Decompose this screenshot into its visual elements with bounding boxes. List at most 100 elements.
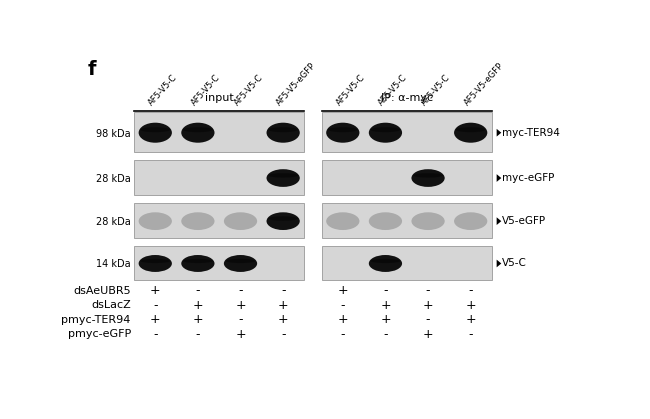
Ellipse shape bbox=[138, 212, 172, 230]
Text: -: - bbox=[196, 284, 200, 297]
Text: -: - bbox=[239, 313, 242, 326]
Text: pmyc-eGFP: pmyc-eGFP bbox=[68, 329, 131, 339]
Text: -: - bbox=[469, 284, 473, 297]
Text: -: - bbox=[196, 328, 200, 341]
Text: AF5-V5-C: AF5-V5-C bbox=[420, 73, 452, 107]
Ellipse shape bbox=[224, 212, 257, 230]
Text: -: - bbox=[239, 284, 242, 297]
Text: +: + bbox=[192, 299, 203, 312]
Ellipse shape bbox=[140, 127, 170, 132]
Text: myc-eGFP: myc-eGFP bbox=[502, 173, 554, 183]
Text: +: + bbox=[422, 299, 434, 312]
Text: AF5-V5-C: AF5-V5-C bbox=[335, 73, 367, 107]
Text: -: - bbox=[281, 328, 285, 341]
Ellipse shape bbox=[266, 212, 300, 230]
Ellipse shape bbox=[138, 123, 172, 143]
Ellipse shape bbox=[181, 255, 214, 272]
Text: +: + bbox=[150, 313, 161, 326]
Polygon shape bbox=[497, 217, 501, 225]
Text: -: - bbox=[341, 299, 345, 312]
Ellipse shape bbox=[369, 212, 402, 230]
Text: -: - bbox=[281, 284, 285, 297]
Ellipse shape bbox=[328, 127, 358, 132]
Text: V5-C: V5-C bbox=[502, 259, 527, 269]
Ellipse shape bbox=[138, 255, 172, 272]
Ellipse shape bbox=[413, 173, 443, 178]
Ellipse shape bbox=[454, 212, 488, 230]
Text: AF5-V5-eGFP: AF5-V5-eGFP bbox=[275, 61, 318, 107]
Polygon shape bbox=[497, 174, 501, 182]
Text: dsLacZ: dsLacZ bbox=[91, 300, 131, 310]
Text: +: + bbox=[150, 284, 161, 297]
Ellipse shape bbox=[370, 127, 400, 132]
Text: AF5-V5-eGFP: AF5-V5-eGFP bbox=[462, 61, 505, 107]
Ellipse shape bbox=[268, 216, 298, 221]
Text: -: - bbox=[341, 328, 345, 341]
Bar bbox=[322, 160, 492, 195]
Text: +: + bbox=[380, 313, 391, 326]
Text: dsAeUBR5: dsAeUBR5 bbox=[73, 285, 131, 295]
Text: myc-TER94: myc-TER94 bbox=[502, 128, 560, 138]
Text: AF5-V5-C: AF5-V5-C bbox=[147, 73, 179, 107]
Text: V5-eGFP: V5-eGFP bbox=[502, 216, 546, 226]
Text: +: + bbox=[422, 328, 434, 341]
Ellipse shape bbox=[181, 123, 214, 143]
Ellipse shape bbox=[411, 212, 445, 230]
Text: AF5-V5-C: AF5-V5-C bbox=[377, 73, 410, 107]
Bar bbox=[322, 203, 492, 238]
Text: 28 kDa: 28 kDa bbox=[96, 174, 131, 184]
Ellipse shape bbox=[369, 255, 402, 272]
Text: AF5-V5-C: AF5-V5-C bbox=[232, 73, 265, 107]
Ellipse shape bbox=[224, 255, 257, 272]
Text: input: input bbox=[205, 93, 233, 103]
Ellipse shape bbox=[266, 123, 300, 143]
Ellipse shape bbox=[268, 127, 298, 132]
Ellipse shape bbox=[181, 212, 214, 230]
Text: +: + bbox=[278, 299, 289, 312]
Bar bbox=[134, 246, 304, 280]
Ellipse shape bbox=[326, 212, 359, 230]
Text: -: - bbox=[153, 299, 157, 312]
Ellipse shape bbox=[369, 123, 402, 143]
Ellipse shape bbox=[454, 123, 488, 143]
Ellipse shape bbox=[226, 259, 255, 263]
Text: +: + bbox=[235, 299, 246, 312]
Text: -: - bbox=[426, 284, 430, 297]
Text: pmyc-TER94: pmyc-TER94 bbox=[62, 315, 131, 325]
Ellipse shape bbox=[268, 173, 298, 178]
Text: 14 kDa: 14 kDa bbox=[96, 259, 131, 269]
Text: +: + bbox=[235, 328, 246, 341]
Bar bbox=[134, 160, 304, 195]
Text: AF5-V5-C: AF5-V5-C bbox=[190, 73, 222, 107]
Text: +: + bbox=[337, 284, 348, 297]
Ellipse shape bbox=[183, 127, 213, 132]
Ellipse shape bbox=[266, 169, 300, 187]
Text: -: - bbox=[469, 328, 473, 341]
Polygon shape bbox=[497, 129, 501, 137]
Text: +: + bbox=[465, 313, 476, 326]
Polygon shape bbox=[497, 260, 501, 267]
Ellipse shape bbox=[140, 259, 170, 263]
Text: -: - bbox=[426, 313, 430, 326]
Bar bbox=[134, 203, 304, 238]
Text: +: + bbox=[278, 313, 289, 326]
Text: f: f bbox=[88, 59, 96, 78]
Bar bbox=[134, 112, 304, 152]
Ellipse shape bbox=[370, 259, 400, 263]
Ellipse shape bbox=[183, 259, 213, 263]
Text: +: + bbox=[337, 313, 348, 326]
Ellipse shape bbox=[326, 123, 359, 143]
Text: IP: α-myc: IP: α-myc bbox=[381, 93, 433, 103]
Text: -: - bbox=[153, 328, 157, 341]
Ellipse shape bbox=[456, 127, 486, 132]
Text: 98 kDa: 98 kDa bbox=[96, 129, 131, 139]
Text: +: + bbox=[380, 299, 391, 312]
Text: -: - bbox=[384, 328, 387, 341]
Text: +: + bbox=[465, 299, 476, 312]
Text: -: - bbox=[384, 284, 387, 297]
Bar bbox=[322, 246, 492, 280]
Ellipse shape bbox=[411, 169, 445, 187]
Text: 28 kDa: 28 kDa bbox=[96, 217, 131, 227]
Text: +: + bbox=[192, 313, 203, 326]
Bar bbox=[322, 112, 492, 152]
